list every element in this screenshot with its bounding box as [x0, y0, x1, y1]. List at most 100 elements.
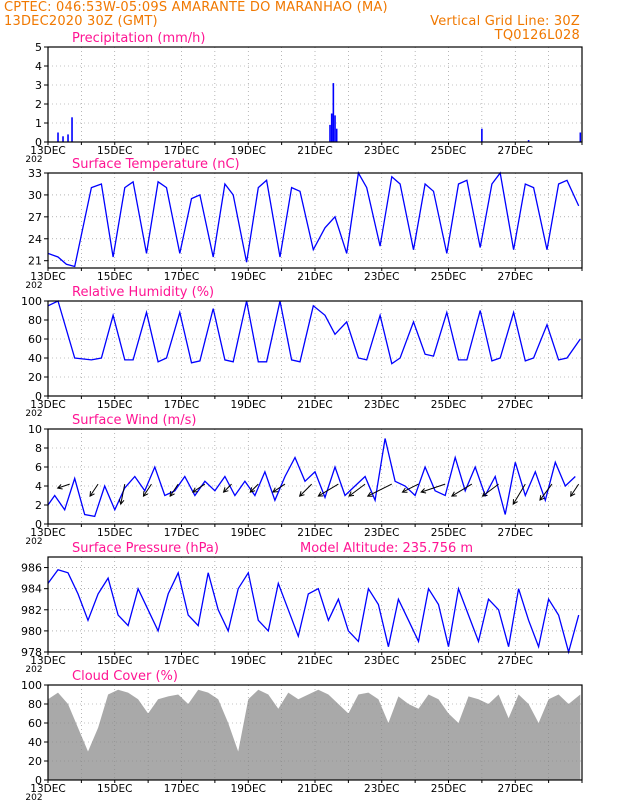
- wind-arrow-head: [317, 491, 324, 497]
- y-tick-label: 24: [28, 233, 42, 246]
- x-tick-label: 23DEC: [364, 145, 399, 157]
- wind-arrow: [318, 483, 339, 497]
- x-tick-label: 23DEC: [364, 399, 399, 411]
- wind-arrow: [421, 483, 446, 493]
- x-tick-label: 23DEC: [364, 655, 399, 667]
- y-tick-label: 0: [35, 518, 42, 531]
- y-tick-label: 8: [35, 442, 42, 455]
- wind-arrow-head: [249, 487, 256, 493]
- x-tick-label: 17DEC: [164, 783, 199, 795]
- x-tick-label: 13DEC: [30, 783, 65, 795]
- precip-bar: [330, 113, 333, 142]
- panel-2: 0 20 40 60 80 100 13DEC 15DEC 17DEC 19DEC 21DEC 23D…: [21, 285, 583, 419]
- wind-arrow-head: [272, 487, 278, 493]
- precip-bar: [579, 132, 582, 142]
- y-tick-label: 20: [28, 371, 42, 384]
- y-tick-label: 100: [21, 295, 42, 308]
- y-tick-label: 100: [21, 679, 42, 692]
- panel-title: Surface Temperature (nC): [72, 157, 240, 172]
- wind-arrow-head: [366, 491, 373, 497]
- wind-arrow-head: [118, 499, 125, 506]
- y-tick-label: 4: [35, 480, 42, 493]
- precip-bar: [335, 128, 338, 142]
- x-tick-label: 21DEC: [297, 655, 332, 667]
- x-tick-label: 21DEC: [297, 399, 332, 411]
- x-tick-label: 15DEC: [97, 399, 132, 411]
- x-year-label: 202: [25, 409, 42, 419]
- x-tick-label: 17DEC: [164, 145, 199, 157]
- wind-arrow: [120, 484, 126, 505]
- run-date: 13DEC2020 30Z (GMT): [4, 14, 158, 29]
- wind-arrow: [223, 483, 232, 493]
- wind-arrow: [192, 483, 206, 493]
- wind-arrow-head: [56, 484, 63, 490]
- series-line: [47, 568, 580, 655]
- x-tick-label: 15DEC: [97, 783, 132, 795]
- wind-arrow: [451, 483, 473, 497]
- panel-title: Surface Wind (m/s): [72, 413, 196, 428]
- x-tick-label: 15DEC: [97, 527, 132, 539]
- wind-arrow-head: [89, 491, 95, 497]
- x-tick-label: 15DEC: [97, 271, 132, 283]
- plot-area: [48, 301, 582, 396]
- wind-arrow: [348, 483, 366, 497]
- wind-arrow-head: [222, 487, 229, 493]
- x-tick-label: 19DEC: [231, 527, 266, 539]
- x-tick-label: 27DEC: [498, 527, 533, 539]
- wind-arrow-head: [481, 491, 488, 497]
- x-tick-label: 13DEC: [30, 527, 65, 539]
- y-tick-label: 60: [28, 717, 42, 730]
- panel-title: Relative Humidity (%): [72, 285, 214, 300]
- wind-arrow-head: [401, 487, 408, 493]
- panel-title: Surface Pressure (hPa): [72, 541, 219, 556]
- x-tick-label: 13DEC: [30, 655, 65, 667]
- y-tick-label: 986: [21, 562, 42, 575]
- x-tick-label: 25DEC: [431, 783, 466, 795]
- wind-arrow-head: [570, 491, 576, 497]
- wind-arrow-head: [169, 491, 175, 497]
- panel-3: 0 2 4 6 8 10 13DEC 15DEC 17DEC 19DEC 21DEC 23DEC 25D…: [25, 413, 583, 547]
- wind-arrow: [367, 483, 392, 497]
- wind-arrow: [272, 483, 286, 493]
- precip-bar: [57, 132, 59, 142]
- y-tick-label: 5: [35, 41, 42, 54]
- y-tick-label: 80: [28, 314, 42, 327]
- model-code: TQ0126L028: [494, 28, 580, 43]
- x-tick-label: 19DEC: [231, 655, 266, 667]
- panel-subtitle: Model Altitude: 235.756 m: [300, 541, 473, 556]
- y-tick-label: 3: [35, 79, 42, 92]
- y-tick-label: 2: [35, 499, 42, 512]
- x-year-label: 202: [25, 793, 42, 800]
- y-tick-label: 978: [21, 646, 42, 659]
- x-tick-label: 25DEC: [431, 399, 466, 411]
- series-line: [47, 171, 580, 268]
- x-year-label: 202: [25, 281, 42, 291]
- precip-bar: [527, 140, 530, 142]
- wind-arrow: [570, 483, 580, 497]
- precip-bar: [67, 134, 69, 142]
- panel-5: 0 20 40 60 80 100 13DEC 15DEC 17DEC 19DEC 21DEC 23D…: [21, 669, 583, 800]
- y-tick-label: 2: [35, 98, 42, 111]
- x-tick-label: 15DEC: [97, 145, 132, 157]
- x-tick-label: 21DEC: [297, 271, 332, 283]
- x-tick-label: 25DEC: [431, 655, 466, 667]
- y-tick-label: 80: [28, 698, 42, 711]
- x-tick-label: 21DEC: [297, 527, 332, 539]
- panel-title: Precipitation (mm/h): [72, 31, 205, 46]
- wind-arrow-head: [348, 491, 355, 497]
- wind-arrow: [539, 483, 553, 501]
- precip-bar: [62, 136, 64, 142]
- y-tick-label: 1: [35, 117, 42, 130]
- x-tick-label: 27DEC: [498, 655, 533, 667]
- y-tick-label: 984: [21, 583, 42, 596]
- x-tick-label: 27DEC: [498, 783, 533, 795]
- wind-arrow: [143, 483, 152, 497]
- y-tick-label: 60: [28, 333, 42, 346]
- y-tick-label: 982: [21, 604, 42, 617]
- x-tick-label: 21DEC: [297, 145, 332, 157]
- x-tick-label: 23DEC: [364, 271, 399, 283]
- station-header: CPTEC: 046:53W-05:09S AMARANTE DO MARANH…: [4, 0, 388, 15]
- wind-arrow-head: [191, 487, 198, 493]
- x-tick-label: 19DEC: [231, 399, 266, 411]
